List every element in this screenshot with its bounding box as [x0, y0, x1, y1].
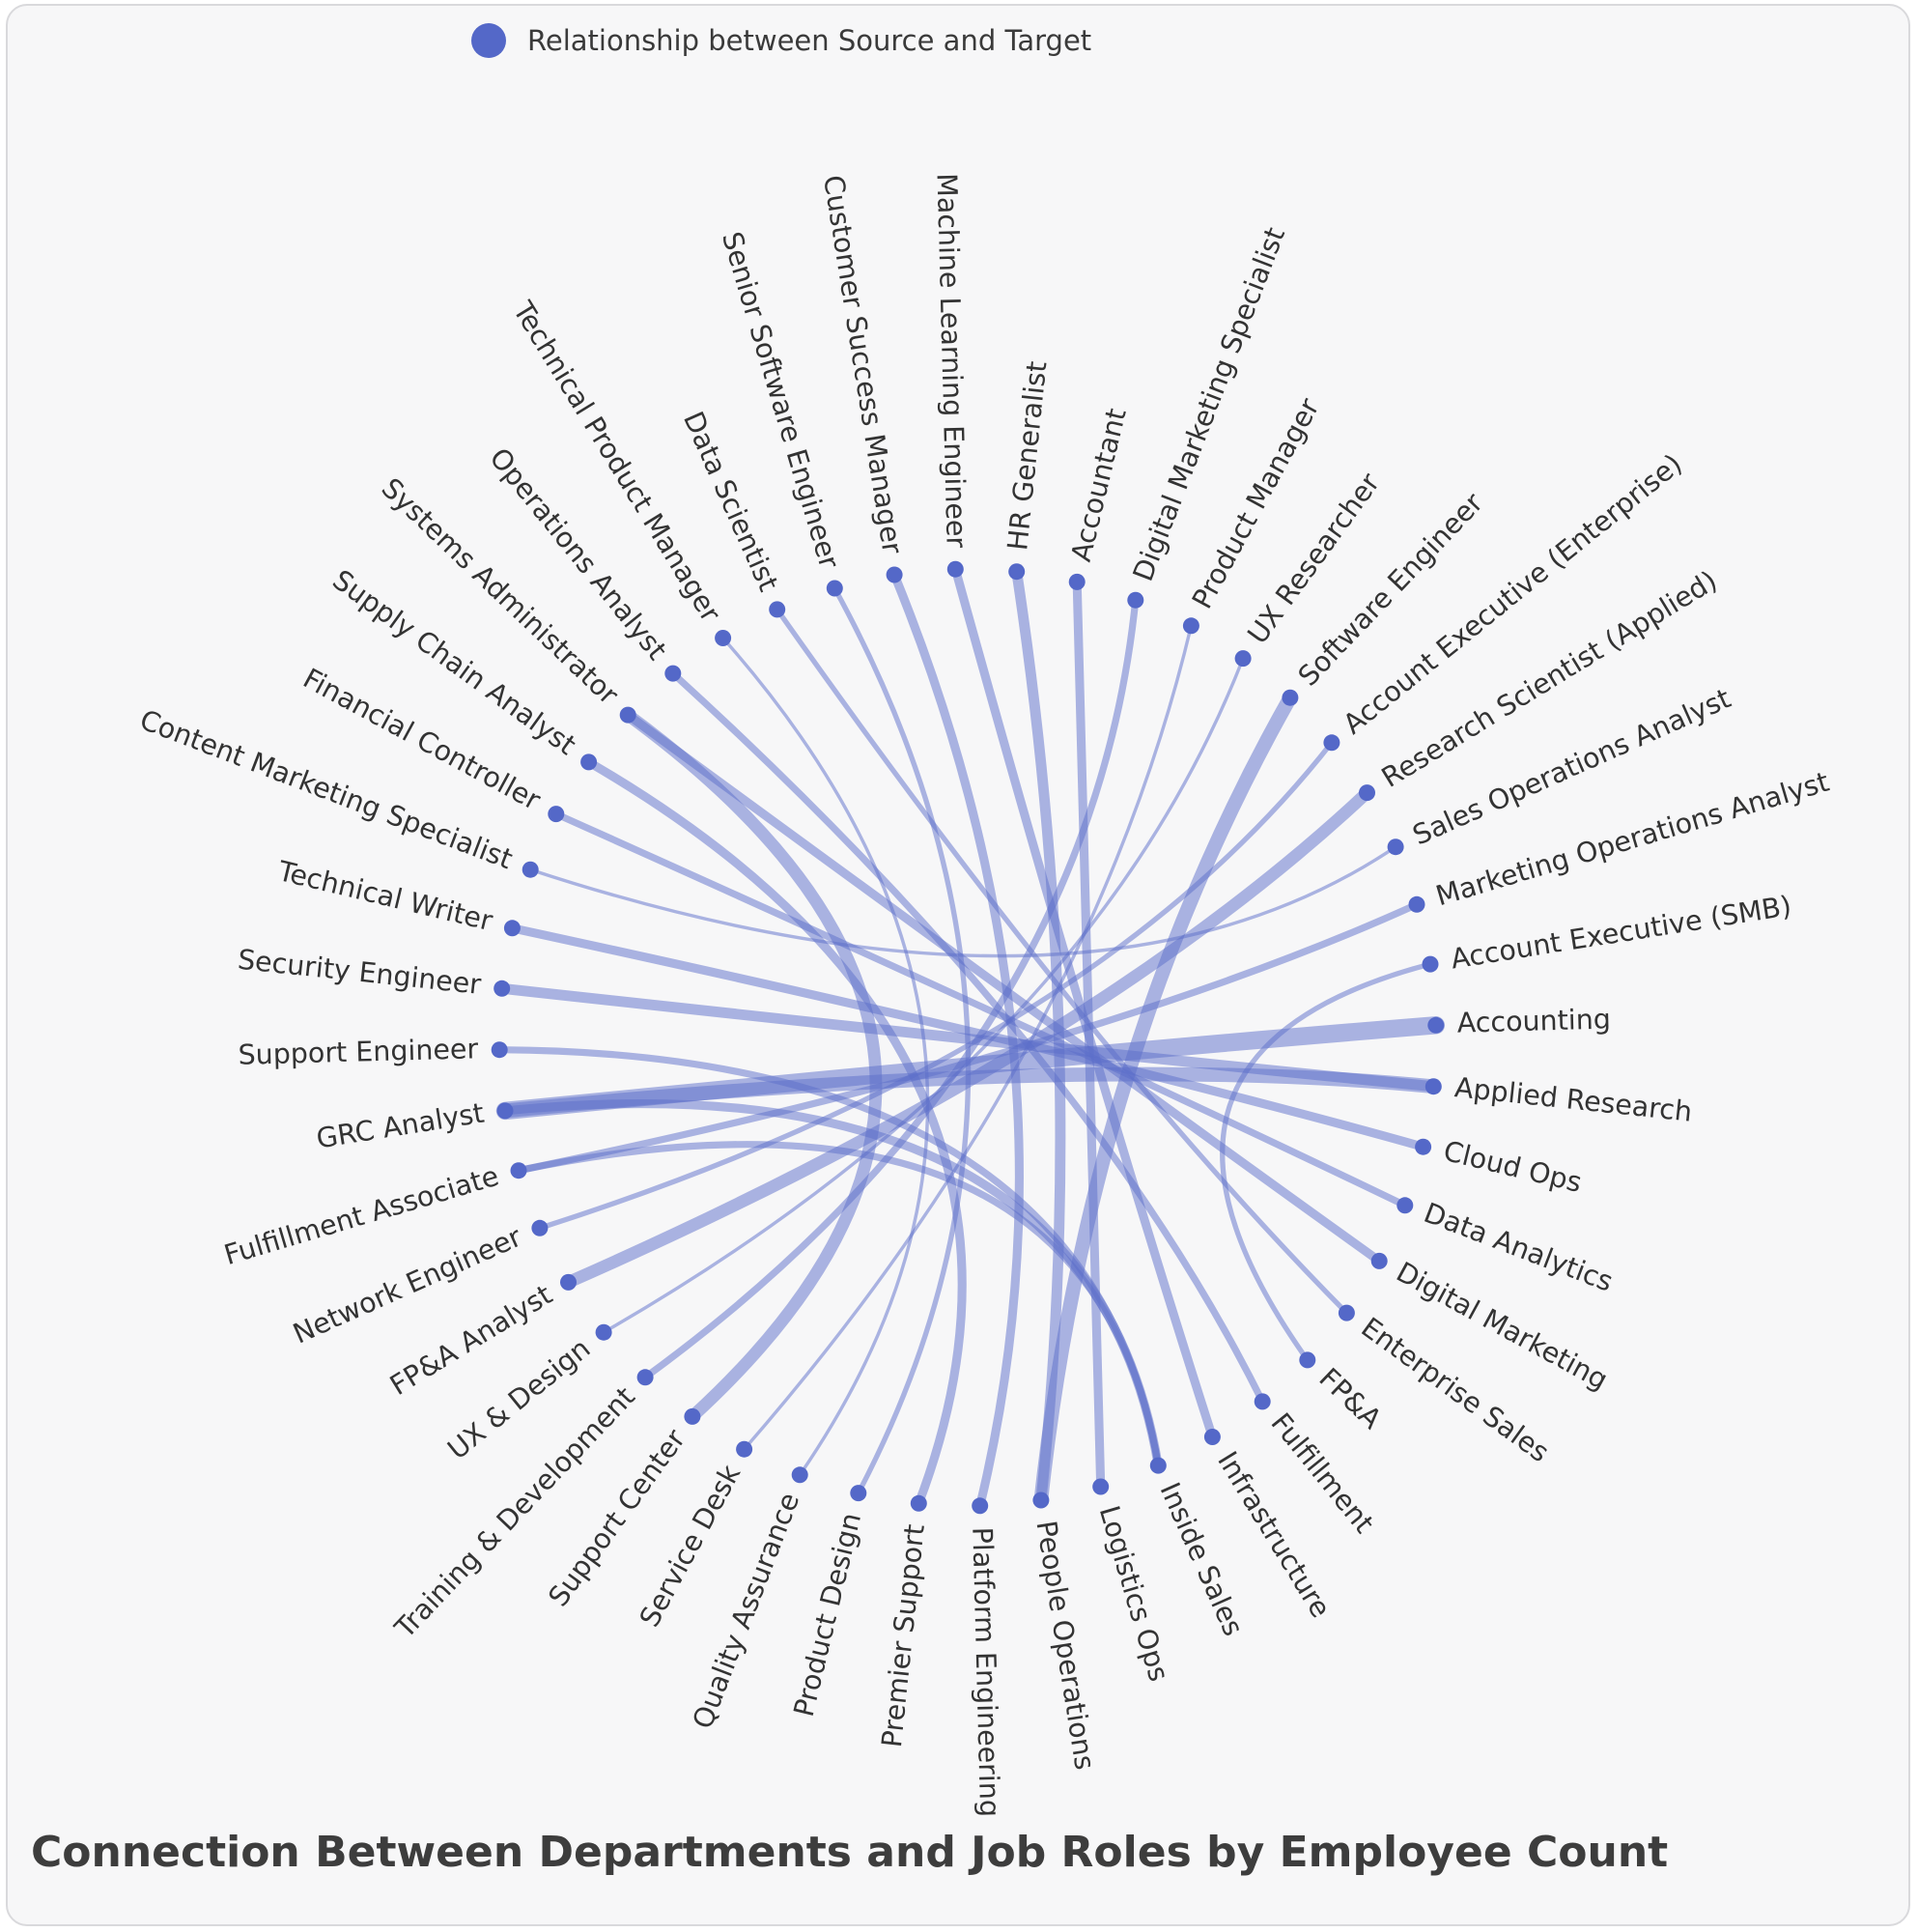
node-security-engineer[interactable]: [494, 980, 511, 997]
node-label-accounting: Accounting: [1456, 1004, 1611, 1039]
node-data-scientist[interactable]: [769, 601, 786, 618]
link-machine-learning-engineer-to-infrastructure[interactable]: [950, 564, 1217, 1442]
node-premier-support[interactable]: [910, 1494, 927, 1512]
node-product-manager[interactable]: [1182, 617, 1199, 635]
node-digital-marketing-specialist[interactable]: [1127, 591, 1144, 609]
node-applied-research[interactable]: [1424, 1078, 1442, 1095]
node-label-security-engineer: Security Engineer: [237, 944, 483, 1001]
node-label-supply-chain-analyst: Supply Chain Analyst: [326, 564, 581, 761]
node-label-cloud-ops: Cloud Ops: [1440, 1135, 1585, 1199]
node-operations-analyst[interactable]: [664, 665, 682, 682]
node-label-technical-writer: Technical Writer: [274, 855, 496, 937]
node-label-account-executive-smb: Account Executive (SMB): [1449, 890, 1793, 975]
node-account-executive-smb[interactable]: [1422, 955, 1439, 973]
node-technical-product-manager[interactable]: [715, 630, 732, 646]
node-research-scientist-applied[interactable]: [1359, 784, 1375, 802]
node-label-inside-sales: Inside Sales: [1153, 1478, 1249, 1641]
node-label-accountant: Accountant: [1065, 405, 1133, 564]
node-training-development[interactable]: [636, 1369, 654, 1386]
node-label-product-design: Product Design: [788, 1510, 867, 1719]
node-sales-operations-analyst[interactable]: [1387, 838, 1404, 856]
legend[interactable]: Relationship between Source and Target: [471, 19, 1091, 62]
node-content-marketing-specialist[interactable]: [522, 861, 539, 878]
node-label-premier-support: Premier Support: [876, 1522, 931, 1748]
node-label-hr-generalist: HR Generalist: [1001, 359, 1053, 552]
node-support-engineer[interactable]: [491, 1041, 508, 1059]
node-label-support-engineer: Support Engineer: [238, 1033, 479, 1071]
node-ux-design[interactable]: [595, 1323, 612, 1341]
node-hr-generalist[interactable]: [1008, 563, 1026, 581]
node-fulfillment-associate[interactable]: [510, 1162, 527, 1179]
node-label-logistics-ops: Logistics Ops: [1093, 1502, 1175, 1685]
link-account-executive-enterprise-to-network-engineer[interactable]: [537, 740, 1335, 1231]
node-financial-controller[interactable]: [548, 806, 565, 823]
node-ux-researcher[interactable]: [1234, 650, 1252, 668]
link-product-manager-to-service-desk[interactable]: [742, 624, 1194, 1451]
node-label-applied-research: Applied Research: [1453, 1071, 1694, 1128]
node-accountant[interactable]: [1068, 573, 1086, 590]
node-supply-chain-analyst[interactable]: [580, 753, 598, 771]
node-systems-administrator[interactable]: [619, 706, 636, 724]
node-software-engineer[interactable]: [1282, 689, 1299, 706]
link-sales-operations-analyst-to-content-marketing-specialist[interactable]: [528, 845, 1397, 958]
link-technical-product-manager-to-quality-assurance[interactable]: [720, 636, 930, 1477]
chord-links: [495, 564, 1446, 1511]
link-supply-chain-analyst-to-premier-support[interactable]: [584, 757, 967, 1508]
node-service-desk[interactable]: [736, 1440, 753, 1458]
legend-marker: [471, 23, 506, 58]
link-data-scientist-to-enterprise-sales[interactable]: [775, 607, 1350, 1316]
legend-label: Relationship between Source and Target: [527, 24, 1092, 57]
node-marketing-operations-analyst[interactable]: [1408, 895, 1425, 913]
node-label-people-operations: People Operations: [1030, 1519, 1100, 1772]
node-label-customer-success-manager: Customer Success Manager: [817, 173, 909, 556]
node-people-operations[interactable]: [1032, 1492, 1050, 1509]
node-label-machine-learning-engineer: Machine Learning Engineer: [931, 173, 973, 549]
node-logistics-ops[interactable]: [1092, 1478, 1110, 1495]
node-fp-a[interactable]: [1299, 1351, 1316, 1369]
node-inside-sales[interactable]: [1149, 1457, 1167, 1474]
link-fulfillment-associate-to-inside-sales[interactable]: [515, 1141, 1162, 1469]
node-technical-writer[interactable]: [503, 920, 521, 937]
link-account-executive-smb-to-fp-a[interactable]: [1220, 961, 1433, 1363]
node-label-digital-marketing-specialist: Digital Marketing Specialist: [1127, 223, 1291, 585]
node-label-grc-analyst: GRC Analyst: [314, 1097, 486, 1155]
node-customer-success-manager[interactable]: [886, 566, 903, 583]
node-fp-a-analyst[interactable]: [560, 1273, 577, 1291]
node-digital-marketing[interactable]: [1370, 1252, 1388, 1269]
node-cloud-ops[interactable]: [1415, 1138, 1432, 1155]
node-fulfillment[interactable]: [1254, 1393, 1271, 1410]
node-support-center[interactable]: [684, 1407, 701, 1425]
node-quality-assurance[interactable]: [791, 1466, 808, 1484]
node-label-fp-a: FP&A: [1312, 1362, 1388, 1435]
node-network-engineer[interactable]: [531, 1219, 549, 1236]
node-label-content-marketing-specialist: Content Marketing Specialist: [135, 704, 517, 876]
node-account-executive-enterprise[interactable]: [1323, 734, 1340, 752]
node-platform-engineering[interactable]: [972, 1497, 989, 1515]
node-grc-analyst[interactable]: [496, 1102, 514, 1120]
node-machine-learning-engineer[interactable]: [946, 560, 964, 578]
link-digital-marketing-specialist-to-training-development[interactable]: [641, 596, 1140, 1381]
node-senior-software-engineer[interactable]: [826, 580, 843, 597]
link-systems-administrator-to-digital-marketing[interactable]: [623, 710, 1384, 1265]
node-infrastructure[interactable]: [1203, 1429, 1221, 1445]
chart-title: Connection Between Departments and Job R…: [31, 1828, 1669, 1877]
node-enterprise-sales[interactable]: [1338, 1304, 1355, 1321]
node-label-platform-engineering: Platform Engineering: [966, 1526, 1005, 1817]
link-systems-administrator-to-support-center[interactable]: [621, 708, 883, 1423]
node-data-analytics[interactable]: [1396, 1197, 1414, 1214]
node-accounting[interactable]: [1427, 1016, 1445, 1034]
node-product-design[interactable]: [850, 1485, 867, 1502]
node-label-software-engineer: Software Engineer: [1292, 487, 1489, 693]
